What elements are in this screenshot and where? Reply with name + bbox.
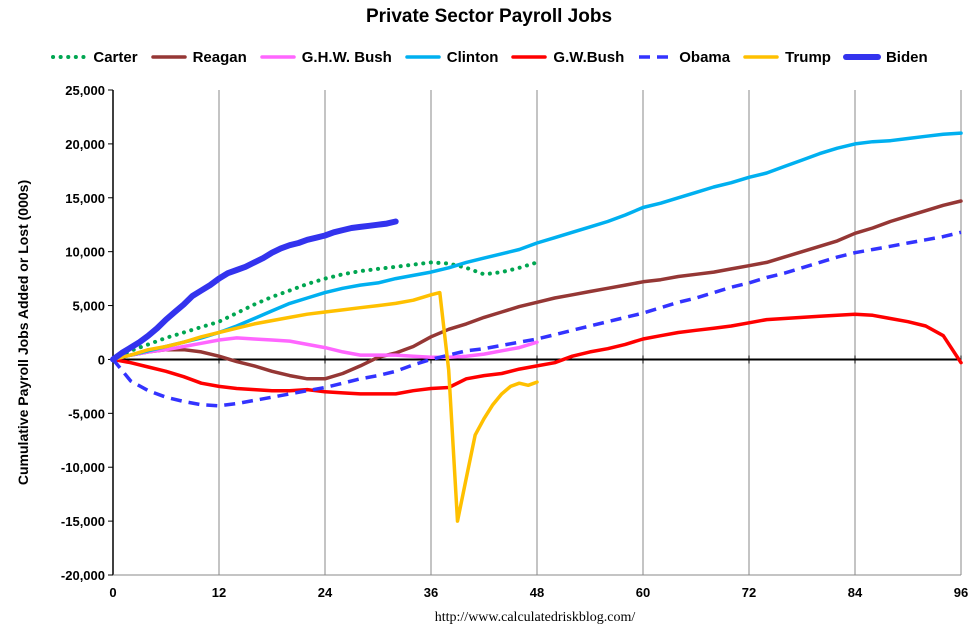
legend-label: Clinton	[446, 48, 499, 66]
source-note: http://www.calculatedriskblog.com/	[434, 610, 636, 625]
legend-label: Obama	[679, 48, 731, 66]
legend-item-obama: Obama	[636, 49, 730, 66]
legend-swatch	[51, 55, 88, 59]
x-tick-label: 48	[530, 585, 544, 600]
y-tick-label: 0	[98, 352, 105, 367]
legend-swatch	[743, 55, 779, 59]
legend-label: G.H.W. Bush	[301, 48, 392, 66]
legend-label: G.W.Bush	[553, 48, 625, 66]
y-tick-label: -20,000	[61, 568, 105, 583]
series-line-biden	[110, 218, 399, 363]
y-tick-label: -15,000	[61, 514, 105, 529]
legend-item-g-h-w-bush: G.H.W. Bush	[259, 49, 392, 66]
series-line-carter	[111, 260, 539, 362]
series-line-g-h-w-bush	[111, 336, 539, 362]
series-line-g-w-bush	[111, 312, 963, 396]
y-tick-label: 20,000	[65, 137, 105, 152]
legend-swatch	[150, 55, 187, 59]
legend-item-reagan: Reagan	[150, 49, 247, 66]
series-line-reagan	[111, 199, 963, 381]
legend-label: Biden	[885, 48, 928, 66]
x-tick-label: 72	[742, 585, 756, 600]
x-tick-label: 84	[848, 585, 863, 600]
legend-label: Trump	[785, 48, 831, 66]
series-line-trump	[111, 290, 539, 523]
legend-label: Reagan	[192, 48, 247, 66]
x-tick-label: 24	[318, 585, 333, 600]
legend-swatch	[260, 55, 296, 59]
y-tick-label: 25,000	[65, 83, 105, 98]
x-tick-label: 96	[954, 585, 968, 600]
series-line-clinton	[111, 131, 963, 362]
legend-swatch	[842, 54, 881, 60]
x-tick-label: 36	[424, 585, 438, 600]
y-tick-label: 10,000	[65, 245, 105, 260]
legend: Carter Reagan G.H.W. Bush Clinton G.W.Bush Ob…	[0, 46, 978, 68]
legend-item-g-w-bush: G.W.Bush	[510, 49, 624, 66]
legend-item-biden: Biden	[842, 48, 928, 66]
y-axis-title: Cumulative Payroll Jobs Added or Lost (0…	[15, 180, 31, 485]
y-tick-label: 5,000	[72, 299, 105, 314]
y-tick-label: -5,000	[68, 406, 105, 421]
x-tick-label: 12	[212, 585, 226, 600]
legend-swatch	[639, 55, 672, 59]
y-tick-label: -10,000	[61, 460, 105, 475]
legend-item-clinton: Clinton	[404, 48, 499, 66]
legend-label: Carter	[93, 48, 138, 66]
x-tick-label: 0	[109, 585, 116, 600]
y-tick-label: 15,000	[65, 191, 105, 206]
legend-swatch	[405, 55, 441, 59]
series-line-obama	[111, 230, 962, 408]
legend-item-carter: Carter	[50, 48, 138, 66]
legend-item-trump: Trump	[742, 49, 831, 66]
chart-title: Private Sector Payroll Jobs	[365, 6, 613, 27]
x-tick-label: 60	[636, 585, 650, 600]
legend-swatch	[511, 55, 548, 59]
